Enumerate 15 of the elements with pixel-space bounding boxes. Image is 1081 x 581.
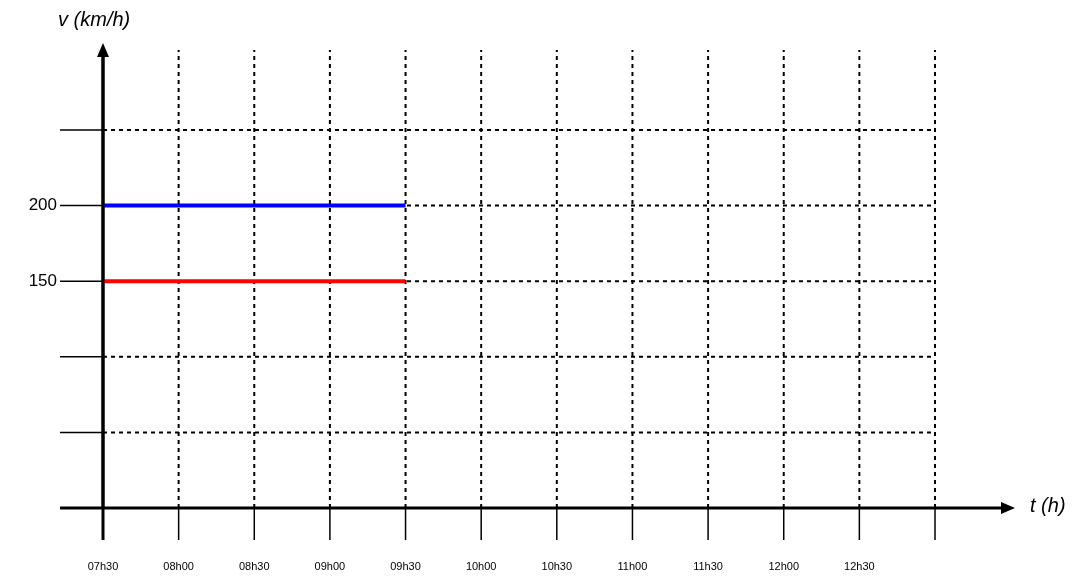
x-tick-label: 09h00 xyxy=(314,559,346,572)
y-tick-label: 150 xyxy=(28,270,57,290)
x-tick-label: 11h30 xyxy=(693,559,723,572)
x-tick-label: 12h00 xyxy=(768,559,800,572)
x-tick-label: 12h30 xyxy=(844,559,875,572)
y-tick-label: 200 xyxy=(28,195,57,215)
x-tick-label: 11h00 xyxy=(617,559,648,572)
x-tick-label: 08h00 xyxy=(163,559,194,572)
x-tick-label: 08h30 xyxy=(238,559,270,572)
x-tick-label: 07h30 xyxy=(87,559,119,572)
x-tick-label: 10h30 xyxy=(541,559,573,572)
x-tick-label: 10h00 xyxy=(465,559,497,572)
x-axis-title: t (h) xyxy=(1030,494,1066,517)
y-axis-title: v (km/h) xyxy=(58,8,131,31)
x-tick-label: 09h30 xyxy=(390,559,421,572)
